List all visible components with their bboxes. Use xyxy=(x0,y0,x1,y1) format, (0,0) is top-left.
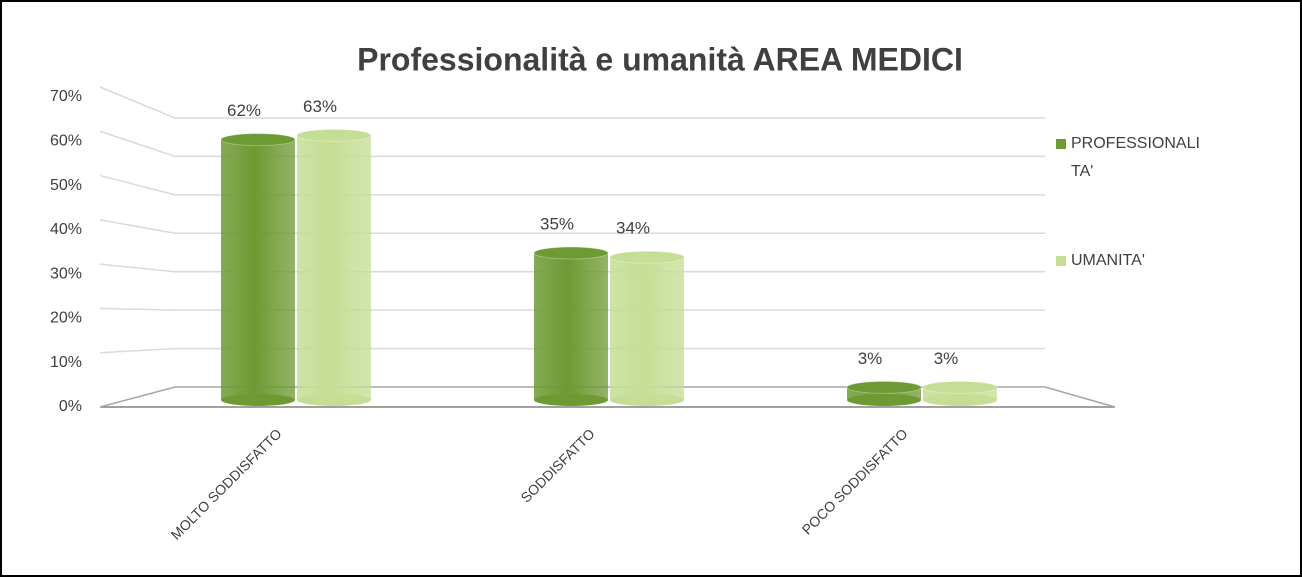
legend-item: UMANITA' xyxy=(1056,252,1209,275)
y-tick-label: 10% xyxy=(50,354,82,371)
grid-line xyxy=(99,307,1045,311)
bar-top xyxy=(533,246,609,260)
legend-swatch xyxy=(1056,139,1066,149)
grid-line xyxy=(99,347,1045,354)
bar xyxy=(297,135,371,400)
bar-top xyxy=(846,380,922,394)
bar-backing xyxy=(221,139,295,400)
bar xyxy=(610,257,684,400)
grid-line xyxy=(99,86,1045,119)
grid-line xyxy=(99,130,1045,158)
bar xyxy=(221,139,295,400)
y-tick-label: 60% xyxy=(50,133,82,150)
bar-backing xyxy=(297,135,371,400)
grid-line xyxy=(99,174,1045,196)
bar-backing xyxy=(534,253,608,400)
y-tick-label: 40% xyxy=(50,221,82,238)
y-tick-label: 70% xyxy=(50,88,82,105)
x-tick-label: MOLTO SODDISFATTO xyxy=(167,425,284,542)
legend-label: UMANITA' xyxy=(1071,252,1145,269)
grid-line xyxy=(99,219,1045,235)
bar xyxy=(534,253,608,400)
data-label: 3% xyxy=(858,349,883,368)
bar-top xyxy=(922,380,998,394)
y-tick-label: 30% xyxy=(50,265,82,282)
legend-item: PROFESSIONALITA' xyxy=(1056,135,1209,186)
y-tick-label: 50% xyxy=(50,177,82,194)
y-tick-label: 0% xyxy=(59,398,82,415)
bar-top xyxy=(296,128,372,142)
data-label: 3% xyxy=(934,349,959,368)
data-label: 62% xyxy=(227,101,261,120)
bar-top xyxy=(609,250,685,264)
bar-backing xyxy=(610,257,684,400)
chart-title: Professionalità e umanità AREA MEDICI xyxy=(357,41,963,77)
data-label: 35% xyxy=(540,214,574,233)
data-label: 63% xyxy=(303,97,337,116)
legend-label: PROFESSIONALITA' xyxy=(1071,135,1200,180)
x-tick-label: POCO SODDISFATTO xyxy=(799,425,911,537)
x-tick-label: SODDISFATTO xyxy=(517,425,597,505)
legend-swatch xyxy=(1056,256,1066,266)
bar-top xyxy=(220,133,296,147)
grid-line xyxy=(99,263,1045,273)
data-label: 34% xyxy=(616,219,650,238)
y-tick-label: 20% xyxy=(50,310,82,327)
